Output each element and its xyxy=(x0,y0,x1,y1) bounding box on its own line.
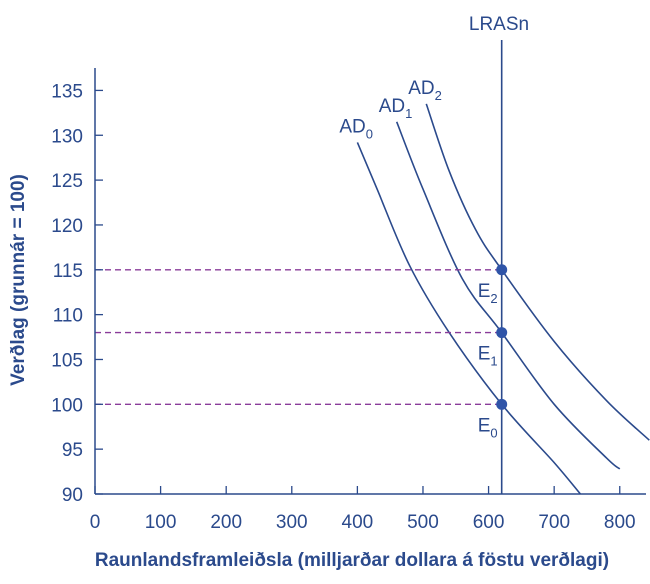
x-tick-label: 0 xyxy=(90,512,101,533)
ad-label-subscript: 0 xyxy=(366,126,373,141)
ad-curve-0 xyxy=(356,142,582,495)
y-tick-label: 95 xyxy=(62,440,83,461)
x-tick-label: 600 xyxy=(473,512,505,533)
x-tick-label: 300 xyxy=(276,512,308,533)
ad-label-1: AD1 xyxy=(379,96,413,121)
equilibrium-point-2 xyxy=(496,264,508,276)
y-tick-labels: 90 95 100 105 110 115 120 125 130 135 xyxy=(51,81,83,506)
equilibrium-label-subscript: 1 xyxy=(490,354,497,369)
y-tick-label: 120 xyxy=(51,216,83,237)
y-tick-label: 110 xyxy=(53,306,83,327)
equilibrium-point-1 xyxy=(496,327,508,339)
x-tick-label: 100 xyxy=(145,512,177,533)
y-tick-label: 130 xyxy=(51,126,83,147)
equilibrium-points xyxy=(496,264,508,410)
ad-label-subscript: 1 xyxy=(405,106,412,121)
y-tick-label: 100 xyxy=(51,395,83,416)
x-axis-title: Raunlandsframleiðsla (milljarðar dollara… xyxy=(95,550,609,571)
axes xyxy=(94,68,646,495)
x-tick-label: 200 xyxy=(210,512,242,533)
x-tick-label: 700 xyxy=(538,512,570,533)
x-tick-label: 800 xyxy=(604,512,636,533)
price-level-guides xyxy=(95,269,502,405)
equilibrium-label-subscript: 0 xyxy=(490,425,497,440)
x-tick-label: 400 xyxy=(342,512,374,533)
equilibrium-label-subscript: 2 xyxy=(490,291,497,306)
y-axis-title: Verðlag (grunnár = 100) xyxy=(8,174,29,386)
y-tick-label: 125 xyxy=(51,171,83,192)
ad-label-subscript: 2 xyxy=(435,88,442,103)
ad-label-0: AD0 xyxy=(339,116,373,141)
y-tick-label: 135 xyxy=(51,81,83,102)
ad-label-2: AD2 xyxy=(408,78,442,103)
ad-curve-2 xyxy=(425,103,650,441)
equilibrium-label-0: E0 xyxy=(478,415,498,440)
y-tick-label: 90 xyxy=(62,485,83,506)
ad-curve-1 xyxy=(395,121,621,470)
x-tick-labels: 0 100 200 300 400 500 600 700 800 xyxy=(90,512,636,533)
equilibrium-point-0 xyxy=(496,398,508,410)
equilibrium-label-1: E1 xyxy=(478,344,498,369)
y-tick-label: 115 xyxy=(53,261,83,282)
lras-label: LRASn xyxy=(469,14,529,35)
x-tick-label: 500 xyxy=(407,512,439,533)
y-tick-label: 105 xyxy=(51,350,83,371)
equilibrium-label-2: E2 xyxy=(478,281,498,306)
